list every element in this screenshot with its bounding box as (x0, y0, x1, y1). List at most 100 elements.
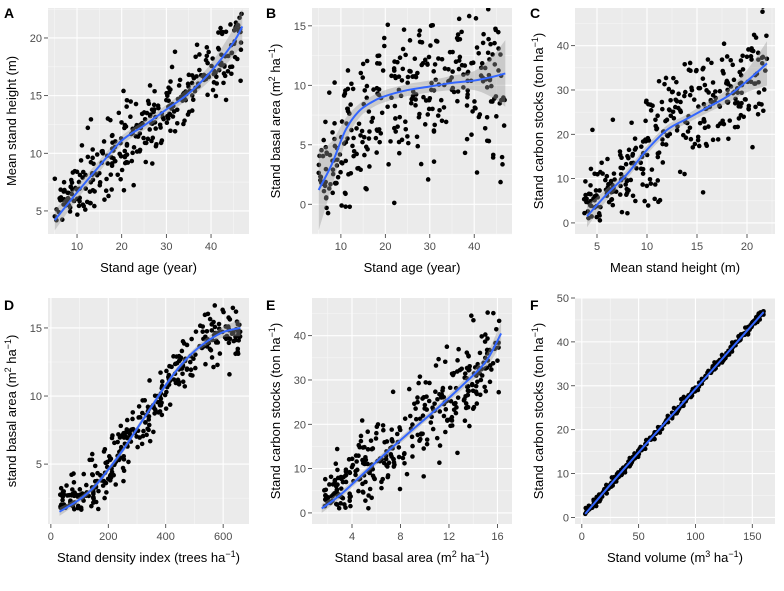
scatter-point (669, 89, 675, 95)
scatter-point (209, 63, 214, 69)
scatter-point (412, 56, 418, 62)
scatter-point (645, 135, 651, 141)
scatter-point (609, 197, 615, 202)
scatter-point (457, 54, 463, 60)
scatter-point (348, 503, 353, 509)
scatter-point (660, 141, 665, 147)
scatter-point (434, 435, 440, 441)
scatter-point (583, 192, 588, 198)
scatter-point (193, 365, 198, 371)
scatter-point (332, 482, 338, 487)
scatter-point (95, 506, 101, 512)
scatter-point (408, 100, 414, 106)
scatter-point (725, 87, 730, 93)
scatter-point (353, 472, 358, 478)
y-axis-title: Stand carbon stocks (ton ha−1) (530, 33, 546, 210)
scatter-point (655, 154, 661, 160)
scatter-point (418, 436, 423, 442)
scatter-point (687, 92, 693, 98)
scatter-point (725, 100, 731, 105)
scatter-point (60, 497, 65, 503)
scatter-point (385, 464, 390, 469)
scatter-point (494, 326, 499, 332)
scatter-point (137, 149, 142, 154)
scatter-point (189, 336, 194, 342)
scatter-point (347, 491, 352, 496)
scatter-point (717, 88, 723, 94)
y-tick-label: 20 (557, 129, 569, 141)
scatter-point (325, 495, 331, 500)
scatter-point (156, 105, 161, 111)
scatter-point (335, 174, 341, 180)
scatter-point (480, 40, 486, 46)
scatter-point (470, 406, 476, 412)
scatter-point (413, 103, 418, 108)
scatter-point (760, 9, 765, 14)
scatter-point (404, 471, 410, 477)
scatter-point (333, 461, 339, 467)
panel-b-data (316, 0, 507, 231)
scatter-point (348, 171, 354, 176)
y-axis-title: Mean stand height (m) (4, 56, 19, 186)
scatter-point (382, 43, 387, 49)
scatter-point (420, 413, 426, 419)
scatter-point (216, 326, 222, 332)
scatter-point (323, 195, 329, 200)
scatter-point (159, 412, 165, 418)
scatter-point (88, 159, 94, 165)
scatter-point (360, 489, 366, 495)
scatter-point (410, 443, 415, 449)
scatter-point (117, 151, 122, 157)
scatter-point (428, 420, 434, 425)
scatter-point (470, 109, 475, 114)
scatter-point (740, 53, 745, 59)
scatter-point (122, 122, 128, 128)
scatter-point (439, 395, 444, 400)
scatter-point (345, 136, 350, 141)
scatter-point (682, 61, 688, 67)
scatter-point (660, 137, 665, 142)
scatter-point (416, 114, 422, 120)
scatter-point (111, 156, 116, 161)
scatter-point (131, 182, 136, 188)
panel-a: 10 20 30 40 5 10 15 20 A Stand age (year) Mean sta… (4, 5, 249, 275)
scatter-point (389, 427, 395, 432)
scatter-point (340, 160, 345, 166)
scatter-point (471, 317, 476, 323)
scatter-point (349, 127, 354, 133)
scatter-point (748, 79, 754, 85)
scatter-point (447, 417, 453, 422)
scatter-point (459, 62, 465, 68)
scatter-point (380, 68, 386, 73)
y-tick-label: 40 (557, 337, 569, 349)
scatter-point (332, 80, 337, 85)
scatter-point (349, 81, 354, 87)
scatter-point (437, 409, 443, 414)
scatter-point (179, 348, 185, 354)
scatter-point (397, 486, 403, 492)
y-tick-label: 30 (294, 375, 306, 387)
scatter-point (431, 69, 437, 74)
scatter-point (629, 120, 634, 126)
scatter-point (484, 0, 489, 4)
scatter-point (750, 144, 755, 150)
scatter-point (193, 352, 198, 357)
scatter-point (92, 203, 97, 209)
scatter-point (164, 368, 169, 374)
scatter-point (151, 102, 157, 108)
scatter-point (683, 135, 689, 140)
scatter-point (157, 122, 163, 128)
scatter-point (412, 401, 417, 407)
scatter-point (197, 52, 202, 57)
scatter-point (403, 119, 408, 125)
scatter-point (463, 405, 469, 411)
scatter-point (762, 68, 768, 73)
scatter-point (339, 119, 345, 124)
scatter-point (487, 347, 492, 353)
scatter-point (439, 56, 445, 62)
scatter-point (227, 336, 233, 342)
scatter-point (413, 97, 418, 102)
scatter-point (609, 475, 615, 480)
scatter-point (423, 380, 429, 385)
scatter-point (124, 152, 130, 157)
